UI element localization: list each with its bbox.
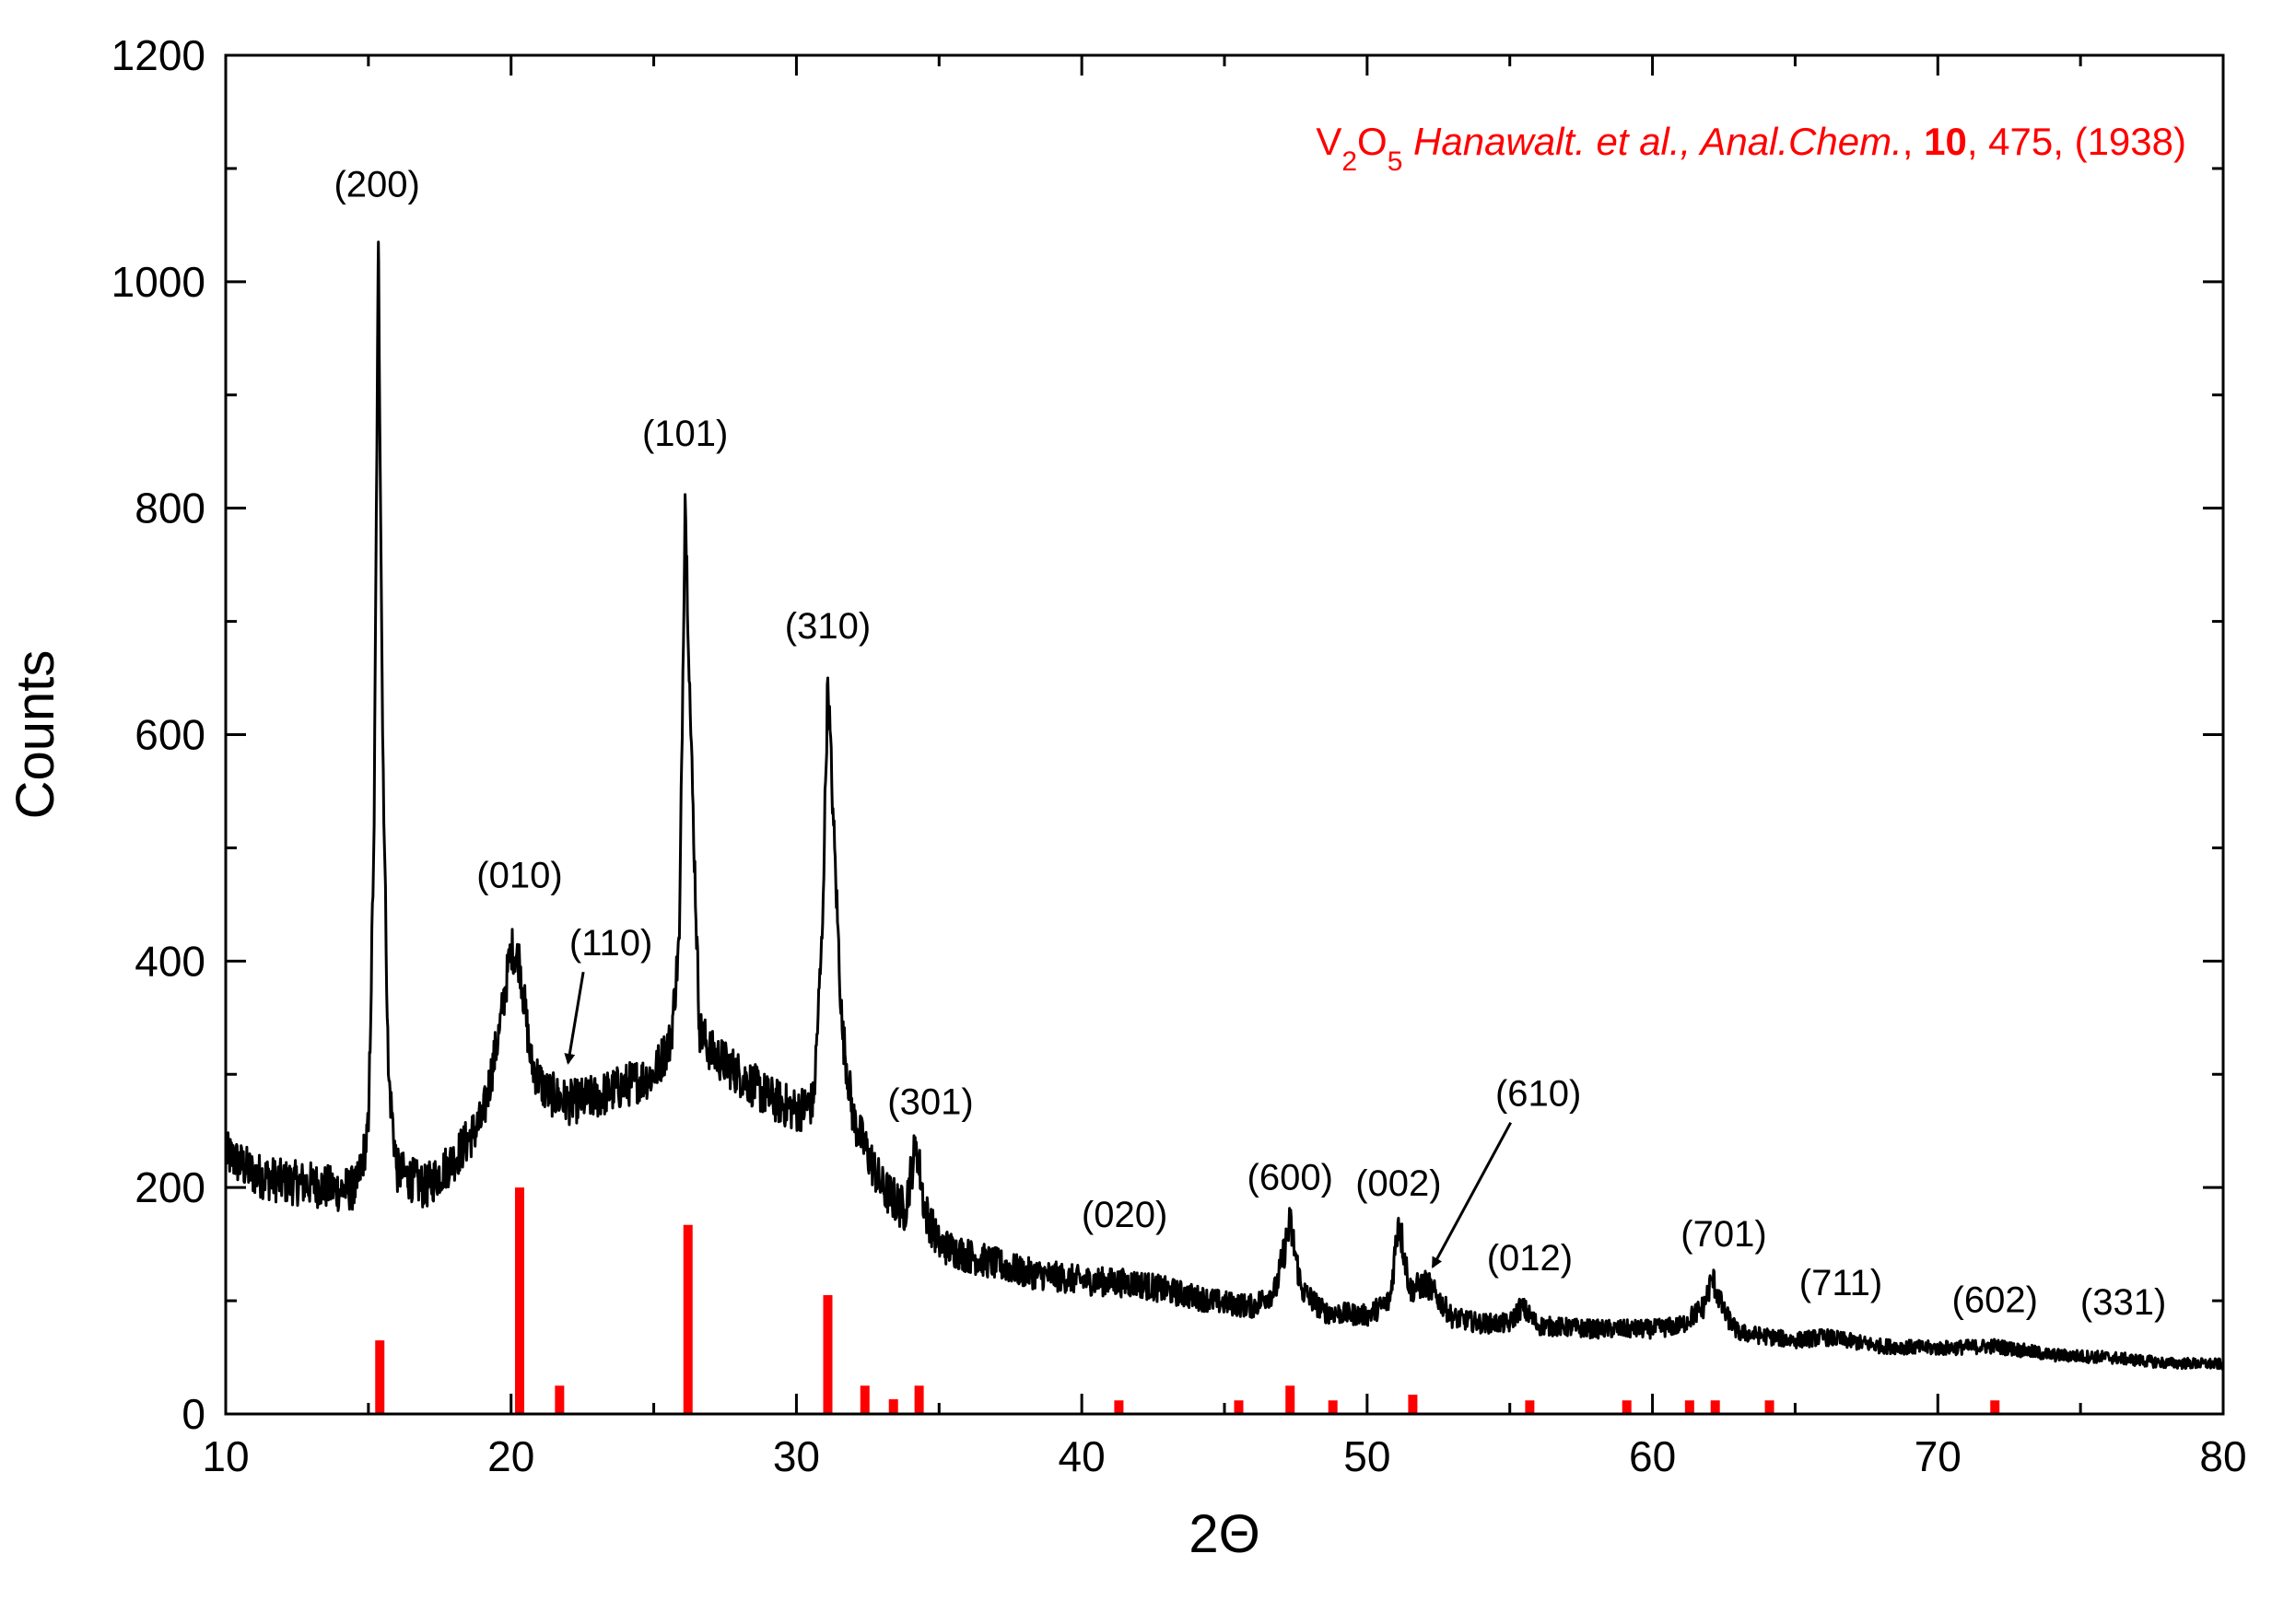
reference-line bbox=[375, 1340, 385, 1414]
peak-label: (020) bbox=[1082, 1195, 1167, 1235]
reference-line bbox=[1990, 1400, 2000, 1414]
peak-label: (331) bbox=[2080, 1282, 2166, 1323]
y-tick-label: 400 bbox=[135, 937, 205, 985]
reference-label-part: , 475, (1938) bbox=[1967, 120, 2186, 163]
reference-line bbox=[1408, 1395, 1418, 1414]
peak-label: (101) bbox=[642, 414, 728, 454]
peak-label: (200) bbox=[334, 165, 419, 205]
peak-arrow bbox=[564, 971, 585, 1065]
peak-label: (002) bbox=[1355, 1163, 1441, 1204]
peak-arrow bbox=[1431, 1121, 1513, 1268]
reference-line bbox=[515, 1187, 525, 1414]
reference-label-part: 2 bbox=[1341, 146, 1357, 177]
peak-label: (110) bbox=[569, 923, 652, 964]
x-tick-label: 40 bbox=[1059, 1432, 1106, 1480]
reference-line bbox=[1114, 1400, 1124, 1414]
peak-label: (010) bbox=[476, 855, 562, 895]
reference-line bbox=[823, 1294, 833, 1414]
reference-line bbox=[1764, 1400, 1774, 1414]
reference-line bbox=[1328, 1400, 1338, 1414]
reference-label-part: O bbox=[1357, 120, 1388, 163]
reference-label-part: Hanawalt. et al., Anal.Chem. bbox=[1402, 120, 1902, 163]
x-tick-label: 30 bbox=[773, 1432, 820, 1480]
reference-lines bbox=[375, 1187, 2000, 1414]
x-tick-label: 70 bbox=[1915, 1432, 1962, 1480]
peak-label: (711) bbox=[1799, 1263, 1882, 1303]
reference-line bbox=[1234, 1400, 1244, 1414]
reference-line bbox=[1622, 1400, 1632, 1414]
peak-label: (600) bbox=[1247, 1158, 1333, 1198]
y-tick-label: 600 bbox=[135, 711, 205, 759]
reference-line bbox=[1684, 1400, 1694, 1414]
plot-frame bbox=[224, 53, 2225, 1416]
reference-label-part: 5 bbox=[1388, 146, 1403, 177]
reference-label-part: 10 bbox=[1924, 120, 1967, 163]
x-tick-label: 80 bbox=[2199, 1432, 2246, 1480]
reference-line bbox=[888, 1399, 898, 1414]
reference-line bbox=[1285, 1385, 1295, 1414]
series-layer bbox=[224, 240, 2225, 1371]
y-tick-label: 0 bbox=[182, 1390, 205, 1438]
reference-line bbox=[1525, 1400, 1535, 1414]
y-axis-label: Counts bbox=[6, 650, 65, 820]
peak-label: (012) bbox=[1487, 1238, 1573, 1279]
reference-line bbox=[683, 1224, 693, 1414]
reference-line bbox=[914, 1385, 924, 1414]
x-tick-label: 20 bbox=[487, 1432, 534, 1480]
peak-label: (610) bbox=[1495, 1074, 1581, 1115]
reference-label-part: , bbox=[1903, 120, 1924, 163]
x-tick-label: 50 bbox=[1343, 1432, 1390, 1480]
reference-label-part: V bbox=[1316, 120, 1341, 163]
x-tick-label: 10 bbox=[202, 1432, 249, 1480]
x-axis-label: 2Θ bbox=[1189, 1504, 1259, 1564]
y-tick-label: 800 bbox=[135, 485, 205, 532]
reference-line bbox=[1710, 1400, 1720, 1414]
reference-line bbox=[860, 1385, 870, 1414]
x-tick-label: 60 bbox=[1629, 1432, 1676, 1480]
peak-label: (701) bbox=[1681, 1214, 1766, 1255]
peak-annotations: (200) (010)(110) (101) (310) (301) (020) (600)… bbox=[334, 165, 2166, 1323]
peak-label: (602) bbox=[1952, 1279, 2038, 1320]
reference-label: V2O5 Hanawalt. et al., Anal.Chem., 10, 4… bbox=[1316, 120, 2186, 177]
reference-line bbox=[555, 1385, 565, 1414]
y-tick-label: 1000 bbox=[111, 258, 205, 306]
peak-label: (301) bbox=[887, 1081, 973, 1122]
peak-label: (310) bbox=[785, 606, 871, 647]
y-tick-label: 1200 bbox=[111, 31, 205, 79]
xrd-pattern-line bbox=[224, 240, 2225, 1371]
y-tick-label: 200 bbox=[135, 1163, 205, 1211]
